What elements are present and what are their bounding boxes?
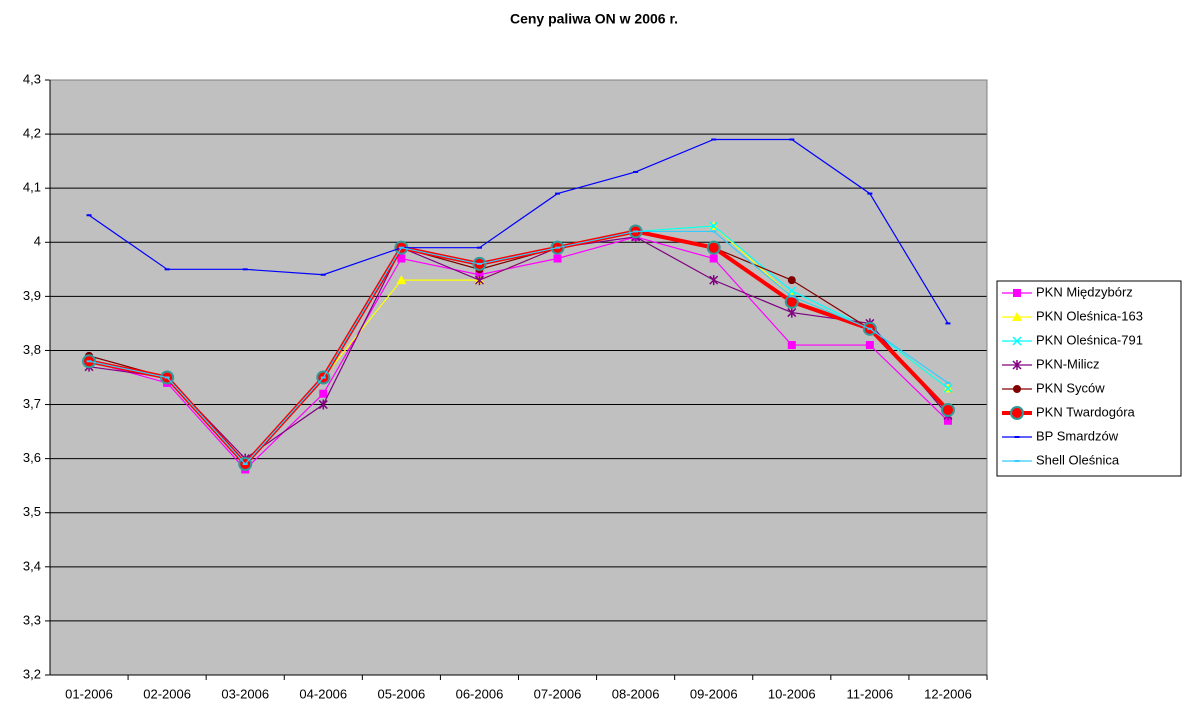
- marker: [476, 262, 482, 265]
- marker: [706, 240, 721, 255]
- marker: [867, 192, 873, 195]
- marker: [86, 360, 92, 363]
- marker: [318, 399, 328, 410]
- marker: [943, 416, 952, 425]
- marker: [1014, 460, 1020, 462]
- marker: [475, 270, 484, 279]
- marker: [86, 214, 92, 217]
- x-tick-label: 02-2006: [143, 686, 191, 701]
- marker: [319, 389, 328, 398]
- marker: [787, 276, 796, 285]
- marker: [320, 273, 326, 276]
- marker: [397, 254, 406, 263]
- y-tick-label: 3,2: [23, 666, 41, 681]
- marker: [711, 138, 717, 141]
- marker: [633, 170, 639, 173]
- x-tick-label: 11-2006: [847, 686, 894, 701]
- marker: [242, 463, 248, 466]
- marker: [474, 275, 484, 286]
- marker: [787, 341, 796, 350]
- series: [86, 230, 951, 466]
- x-tick-label: 07-2006: [534, 686, 582, 701]
- marker: [711, 230, 717, 233]
- y-tick-label: 3,5: [23, 504, 41, 519]
- marker: [553, 254, 562, 263]
- marker: [789, 138, 795, 141]
- line: [88, 236, 949, 460]
- marker: [1013, 289, 1021, 297]
- marker: [1012, 312, 1022, 321]
- line: [88, 138, 949, 324]
- legend-label: PKN Międzybórz: [1036, 284, 1133, 299]
- y-tick-label: 3,8: [23, 342, 41, 357]
- marker: [709, 221, 719, 231]
- x-tick-label: 03-2006: [221, 686, 269, 701]
- y-tick-label: 4,1: [23, 180, 41, 195]
- marker: [633, 230, 639, 233]
- y-tick-label: 3,6: [23, 450, 41, 465]
- y-tick-label: 3,3: [23, 612, 41, 627]
- legend-label: PKN-Milicz: [1036, 356, 1100, 371]
- marker: [709, 254, 718, 263]
- x-tick-label: 06-2006: [456, 686, 504, 701]
- marker: [320, 376, 326, 379]
- marker: [555, 192, 561, 195]
- legend-label: PKN Oleśnica-163: [1036, 308, 1143, 323]
- x-tick-label: 09-2006: [690, 686, 738, 701]
- marker: [787, 307, 797, 318]
- x-tick-label: 04-2006: [299, 686, 347, 701]
- marker: [398, 246, 404, 249]
- x-tick-label: 12-2006: [924, 686, 972, 701]
- marker: [940, 402, 955, 417]
- marker: [945, 381, 951, 384]
- marker: [1014, 436, 1020, 438]
- marker: [164, 376, 170, 379]
- y-tick-label: 3,4: [23, 558, 41, 573]
- legend-label: BP Smardzów: [1036, 428, 1119, 443]
- x-tick-label: 01-2006: [65, 686, 113, 701]
- x-tick-label: 05-2006: [378, 686, 426, 701]
- x-tick-label: 08-2006: [612, 686, 660, 701]
- marker: [709, 275, 719, 286]
- y-tick-label: 3,7: [23, 396, 41, 411]
- marker: [396, 275, 407, 285]
- marker: [1012, 336, 1022, 346]
- legend-label: PKN Syców: [1036, 380, 1105, 395]
- y-tick-label: 4,2: [23, 126, 41, 141]
- marker: [943, 383, 953, 393]
- line: [88, 236, 949, 471]
- legend-box: [996, 280, 1182, 477]
- marker: [867, 327, 873, 330]
- plot-area: [50, 80, 987, 675]
- marker: [789, 295, 795, 298]
- line: [88, 230, 949, 465]
- marker: [1012, 360, 1022, 370]
- marker: [164, 268, 170, 271]
- marker: [555, 246, 561, 249]
- y-tick-label: 3,9: [23, 288, 41, 303]
- marker: [865, 341, 874, 350]
- legend-label: Shell Oleśnica: [1036, 452, 1120, 467]
- chart-title: Ceny paliwa ON w 2006 r.: [510, 11, 678, 27]
- legend-label: PKN Oleśnica-791: [1036, 332, 1143, 347]
- marker: [242, 268, 248, 271]
- y-tick-label: 4: [34, 234, 41, 249]
- legend-label: PKN Twardogóra: [1036, 404, 1136, 419]
- marker: [945, 322, 951, 325]
- x-tick-label: 10-2006: [768, 686, 816, 701]
- y-tick-label: 4,3: [23, 71, 41, 86]
- marker: [1010, 406, 1024, 420]
- marker: [1013, 385, 1021, 393]
- marker: [476, 246, 482, 249]
